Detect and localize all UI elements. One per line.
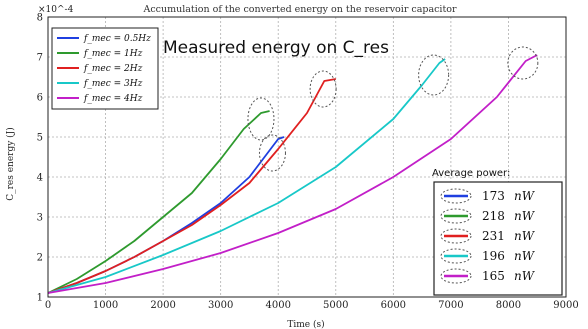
series-line-1	[47, 110, 270, 294]
power-value-4: 165	[482, 269, 505, 283]
series-line-4	[47, 54, 538, 294]
x-tick-label: 4000	[265, 300, 290, 311]
highlight-ellipse-1	[258, 134, 286, 172]
x-tick-label: 6000	[381, 300, 406, 311]
x-tick-label: 5000	[323, 300, 348, 311]
highlight-ellipses	[247, 46, 539, 172]
y-tick-label: 4	[37, 173, 43, 184]
power-value-3: 196	[482, 249, 505, 263]
series-lines	[47, 54, 538, 294]
x-tick-label: 8000	[496, 300, 521, 311]
measured-energy-annotation: Measured energy on C_res	[163, 38, 389, 58]
power-swatch-ellipse-1	[440, 208, 472, 224]
power-unit-1: nW	[514, 209, 536, 223]
legend: f_mec = 0.5Hz f_mec = 1Hz f_mec = 2Hz f_mec…	[51, 27, 159, 110]
y-tick-label: 6	[37, 93, 43, 104]
legend-label-0: f_mec = 0.5Hz	[83, 34, 151, 44]
highlight-ellipse-0	[247, 97, 275, 141]
series-line-2	[47, 78, 336, 294]
power-value-0: 173	[482, 189, 505, 203]
y-tick-label: 1	[37, 293, 43, 304]
x-tick-label: 0	[45, 300, 51, 311]
y-tick-label: 7	[37, 53, 43, 64]
power-unit-3: nW	[514, 249, 536, 263]
y-tick-label: 3	[37, 213, 43, 224]
legend-label-4: f_mec = 4Hz	[83, 94, 143, 104]
x-tick-label: 7000	[438, 300, 463, 311]
power-unit-0: nW	[514, 189, 536, 203]
legend-label-1: f_mec = 1Hz	[83, 49, 143, 59]
legend-label-3: f_mec = 3Hz	[83, 79, 143, 89]
highlight-ellipse-3	[418, 54, 450, 96]
power-value-2: 231	[482, 229, 505, 243]
highlight-ellipse-4	[507, 46, 539, 80]
y-tick-label: 5	[37, 133, 43, 144]
power-swatch-ellipse-0	[440, 188, 472, 204]
power-unit-2: nW	[514, 229, 536, 243]
average-power-title: Average power:	[432, 168, 510, 179]
y-axis-multiplier: ×10^-4	[38, 5, 74, 15]
x-tick-label: 9000	[553, 300, 578, 311]
power-swatch-ellipse-2	[440, 228, 472, 244]
chart-title: Accumulation of the converted energy on …	[142, 4, 457, 15]
y-axis-label: C_res energy (J)	[5, 127, 16, 201]
y-tick-label: 2	[37, 253, 43, 264]
x-tick-label: 1000	[93, 300, 118, 311]
legend-label-2: f_mec = 2Hz	[83, 64, 143, 74]
plot-frame	[47, 16, 567, 298]
y-tick-label: 8	[37, 13, 43, 24]
average-power-box: Average power: 173 nW 218 nW 231 nW 196 nW 165 nW	[432, 168, 563, 296]
series-line-3	[47, 58, 446, 294]
x-tick-label: 2000	[150, 300, 175, 311]
power-unit-4: nW	[514, 269, 536, 283]
power-value-1: 218	[482, 209, 505, 223]
axis-ticks: 0 1000 2000 3000 4000 5000 6000 7000 8000 9000123…	[37, 13, 579, 312]
highlight-ellipse-2	[309, 70, 337, 108]
power-swatch-ellipse-4	[440, 268, 472, 284]
power-swatch-ellipse-3	[440, 248, 472, 264]
x-axis-label: Time (s)	[287, 319, 324, 329]
x-tick-label: 3000	[208, 300, 233, 311]
